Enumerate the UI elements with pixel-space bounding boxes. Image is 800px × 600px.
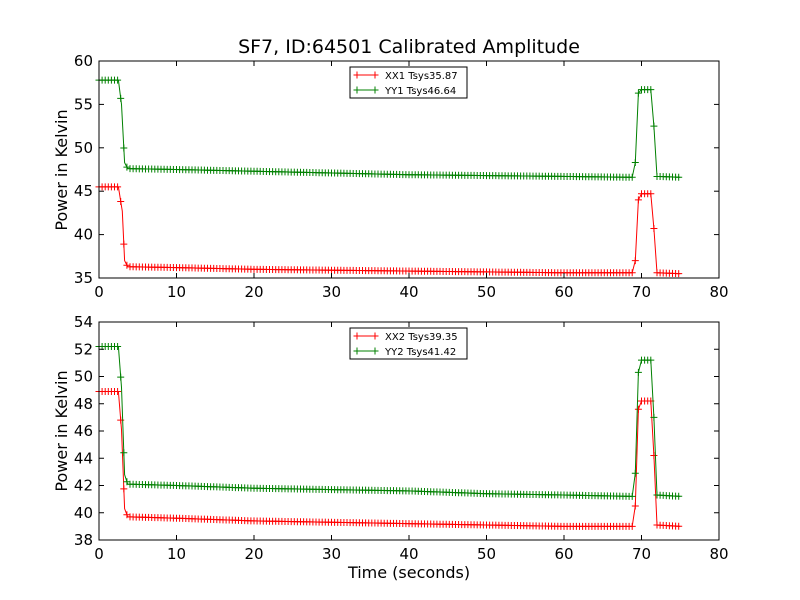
- chart-2-legend-label: YY2 Tsys41.42: [384, 347, 456, 358]
- chart-1-data-point: [114, 76, 122, 84]
- chart-1-y-tick-label: 40: [74, 226, 93, 244]
- chart-1-x-tick-label: 40: [399, 283, 418, 301]
- chart-2-data-point: [628, 522, 636, 530]
- chart-2-y-tick-label: 38: [74, 531, 93, 549]
- chart-2-y-tick-label: 52: [74, 340, 93, 358]
- chart-1-y-tick-label: 50: [74, 139, 93, 157]
- chart-2-legend-marker: [353, 332, 361, 340]
- chart-1-data-point: [634, 89, 642, 97]
- chart-2-y-tick-label: 48: [74, 395, 93, 413]
- chart-2-legend-label: XX2 Tsys39.35: [385, 332, 458, 343]
- chart-2-data-point: [634, 368, 642, 376]
- chart-2-data-point: [647, 356, 655, 364]
- chart-1-data-point: [675, 173, 683, 181]
- chart-2-series-1: [95, 387, 683, 530]
- chart-2-x-tick-label: 0: [94, 545, 104, 563]
- chart-1-data-point: [650, 122, 658, 130]
- chart-1-data-point: [631, 257, 639, 265]
- chart-2-legend-marker: [371, 332, 379, 340]
- chart-1-y-tick-label: 45: [74, 182, 93, 200]
- chart-1-x-tick-label: 60: [554, 283, 573, 301]
- chart-2-data-point: [631, 469, 639, 477]
- chart-2-data-point: [675, 492, 683, 500]
- chart-2-x-tick-label: 10: [167, 545, 186, 563]
- chart-2-data-point: [120, 485, 128, 493]
- chart-1-x-tick-label: 70: [632, 283, 651, 301]
- chart-1-x-tick-label: 0: [94, 283, 104, 301]
- chart-1-data-point: [117, 197, 125, 205]
- chart-1-data-point: [114, 183, 122, 191]
- chart-2-y-tick-label: 46: [74, 422, 93, 440]
- chart-1-x-tick-label: 80: [709, 283, 728, 301]
- chart-2-x-tick-label: 50: [477, 545, 496, 563]
- chart-2-x-tick-label: 20: [244, 545, 263, 563]
- chart-1-data-point: [631, 159, 639, 167]
- chart-1-x-tick-label: 20: [244, 283, 263, 301]
- chart-1-data-point: [634, 196, 642, 204]
- chart-2-y-axis-label: Power in Kelvin: [52, 370, 71, 491]
- chart-2-data-point: [114, 343, 122, 351]
- chart-1-legend-label: XX1 Tsys35.87: [385, 71, 458, 82]
- chart-1-data-point: [647, 190, 655, 198]
- chart-1-x-tick-label: 30: [322, 283, 341, 301]
- chart-2-legend-marker: [353, 347, 361, 355]
- chart-2-x-tick-label: 60: [554, 545, 573, 563]
- chart-1-data-point: [117, 94, 125, 102]
- chart-1-legend-marker: [353, 86, 361, 94]
- chart-1-y-tick-label: 35: [74, 269, 93, 287]
- chart-2-series-2: [95, 343, 683, 500]
- chart-2-data-point: [117, 373, 125, 381]
- chart-1-title: SF7, ID:64501 Calibrated Amplitude: [238, 36, 580, 58]
- chart-2-data-point: [628, 492, 636, 500]
- chart-2-y-tick-label: 54: [74, 313, 93, 331]
- chart-2-y-tick-label: 42: [74, 477, 93, 495]
- chart-2-y-tick-label: 50: [74, 368, 93, 386]
- chart-1-legend-marker: [353, 71, 361, 79]
- chart-1-legend: XX1 Tsys35.87 YY1 Tsys46.64: [349, 66, 468, 99]
- chart-1-legend-box: [349, 66, 468, 99]
- chart-1-data-point: [647, 86, 655, 94]
- chart-2-data-point: [675, 522, 683, 530]
- chart-2-data-point: [650, 452, 658, 460]
- chart-1-data-point: [123, 261, 131, 269]
- chart-2-data-point: [634, 405, 642, 413]
- chart-1-data-point: [628, 269, 636, 277]
- chart-1-legend-marker: [371, 71, 379, 79]
- chart-1-data-point: [120, 240, 128, 248]
- chart-1-data-point: [628, 173, 636, 181]
- chart-1-series-1: [95, 183, 683, 278]
- chart-2-data-point: [114, 387, 122, 395]
- chart-1-y-axis-label: Power in Kelvin: [52, 109, 71, 230]
- chart-2-data-point: [650, 413, 658, 421]
- chart-2-x-tick-label: 80: [709, 545, 728, 563]
- chart-1-y-tick-label: 60: [74, 52, 93, 70]
- chart-1-legend-marker: [371, 86, 379, 94]
- chart-2-x-tick-label: 40: [399, 545, 418, 563]
- chart-1-data-point: [120, 144, 128, 152]
- chart-1-data-point: [675, 270, 683, 278]
- chart-2-legend: XX2 Tsys39.35 YY2 Tsys41.42: [349, 327, 468, 360]
- chart-2-x-tick-label: 30: [322, 545, 341, 563]
- chart-1-legend-label: YY1 Tsys46.64: [384, 86, 456, 97]
- chart-2-x-axis-label: Time (seconds): [347, 563, 470, 582]
- chart-2-data-point: [120, 449, 128, 457]
- chart-1-x-tick-label: 50: [477, 283, 496, 301]
- chart-2-plot: 0 10 20 30 40 50 60 70 80 38 40 42 44 46 48 50 52 54 XX2 T…: [74, 313, 729, 563]
- chart-1-y-tick-label: 55: [74, 95, 93, 113]
- chart-1-x-tick-label: 10: [167, 283, 186, 301]
- chart-1-series-2: [95, 76, 683, 181]
- chart-2-legend-marker: [371, 347, 379, 355]
- chart-2-y-tick-label: 40: [74, 504, 93, 522]
- chart-1-plot: 0 10 20 30 40 50 60 70 80 35 40 45 50 55 60 XX1 Tsys35.…: [74, 52, 729, 301]
- chart-1-data-point: [123, 163, 131, 171]
- chart-2-legend-box: [349, 327, 468, 360]
- chart-1-data-point: [650, 225, 658, 233]
- chart-2-data-point: [631, 502, 639, 510]
- chart-2-x-tick-label: 70: [632, 545, 651, 563]
- chart-2-y-tick-label: 44: [74, 449, 93, 467]
